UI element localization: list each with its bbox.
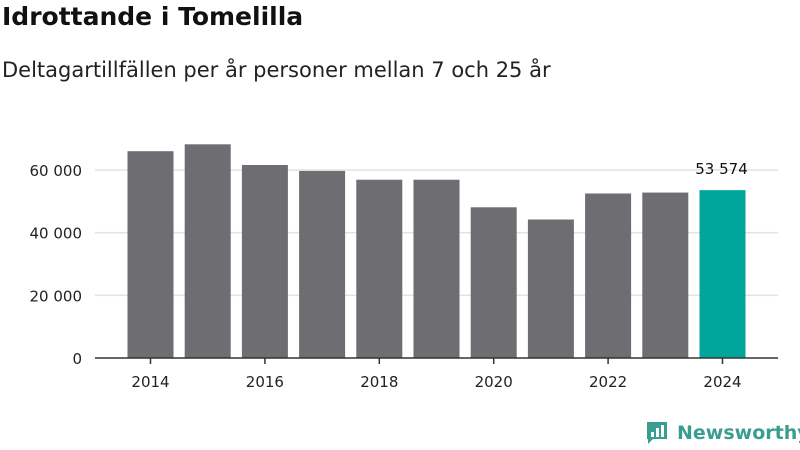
- newsworthy-logo: Newsworthy: [645, 420, 800, 446]
- data-label-2024: 53 574: [695, 160, 748, 178]
- x-tick-label: 2018: [360, 373, 398, 391]
- x-tick-label: 2022: [589, 373, 627, 391]
- bar-2018: [356, 179, 403, 358]
- newsworthy-logo-text: Newsworthy: [677, 422, 800, 444]
- bar-2014: [127, 151, 174, 358]
- bar-2024: [699, 190, 746, 358]
- bar-2016: [241, 164, 288, 358]
- x-tick-label: 2016: [246, 373, 284, 391]
- chart-subtitle: Deltagartillfällen per år personer mella…: [2, 58, 551, 82]
- y-tick-label: 0: [72, 350, 82, 368]
- bar-2022: [585, 193, 632, 358]
- y-tick-label: 20 000: [30, 287, 83, 305]
- chart-title: Idrottande i Tomelilla: [2, 2, 304, 31]
- bar-2021: [527, 219, 574, 358]
- bar-2017: [299, 170, 346, 358]
- y-tick-label: 40 000: [30, 225, 83, 243]
- x-tick-label: 2014: [131, 373, 169, 391]
- y-tick-label: 60 000: [30, 162, 83, 180]
- x-tick-label: 2020: [475, 373, 513, 391]
- x-tick-label: 2024: [703, 373, 741, 391]
- bar-2019: [413, 179, 460, 358]
- bar-2023: [642, 192, 689, 358]
- bar-2020: [470, 207, 517, 358]
- newsworthy-logo-icon: [647, 422, 667, 444]
- bar-2015: [184, 144, 231, 358]
